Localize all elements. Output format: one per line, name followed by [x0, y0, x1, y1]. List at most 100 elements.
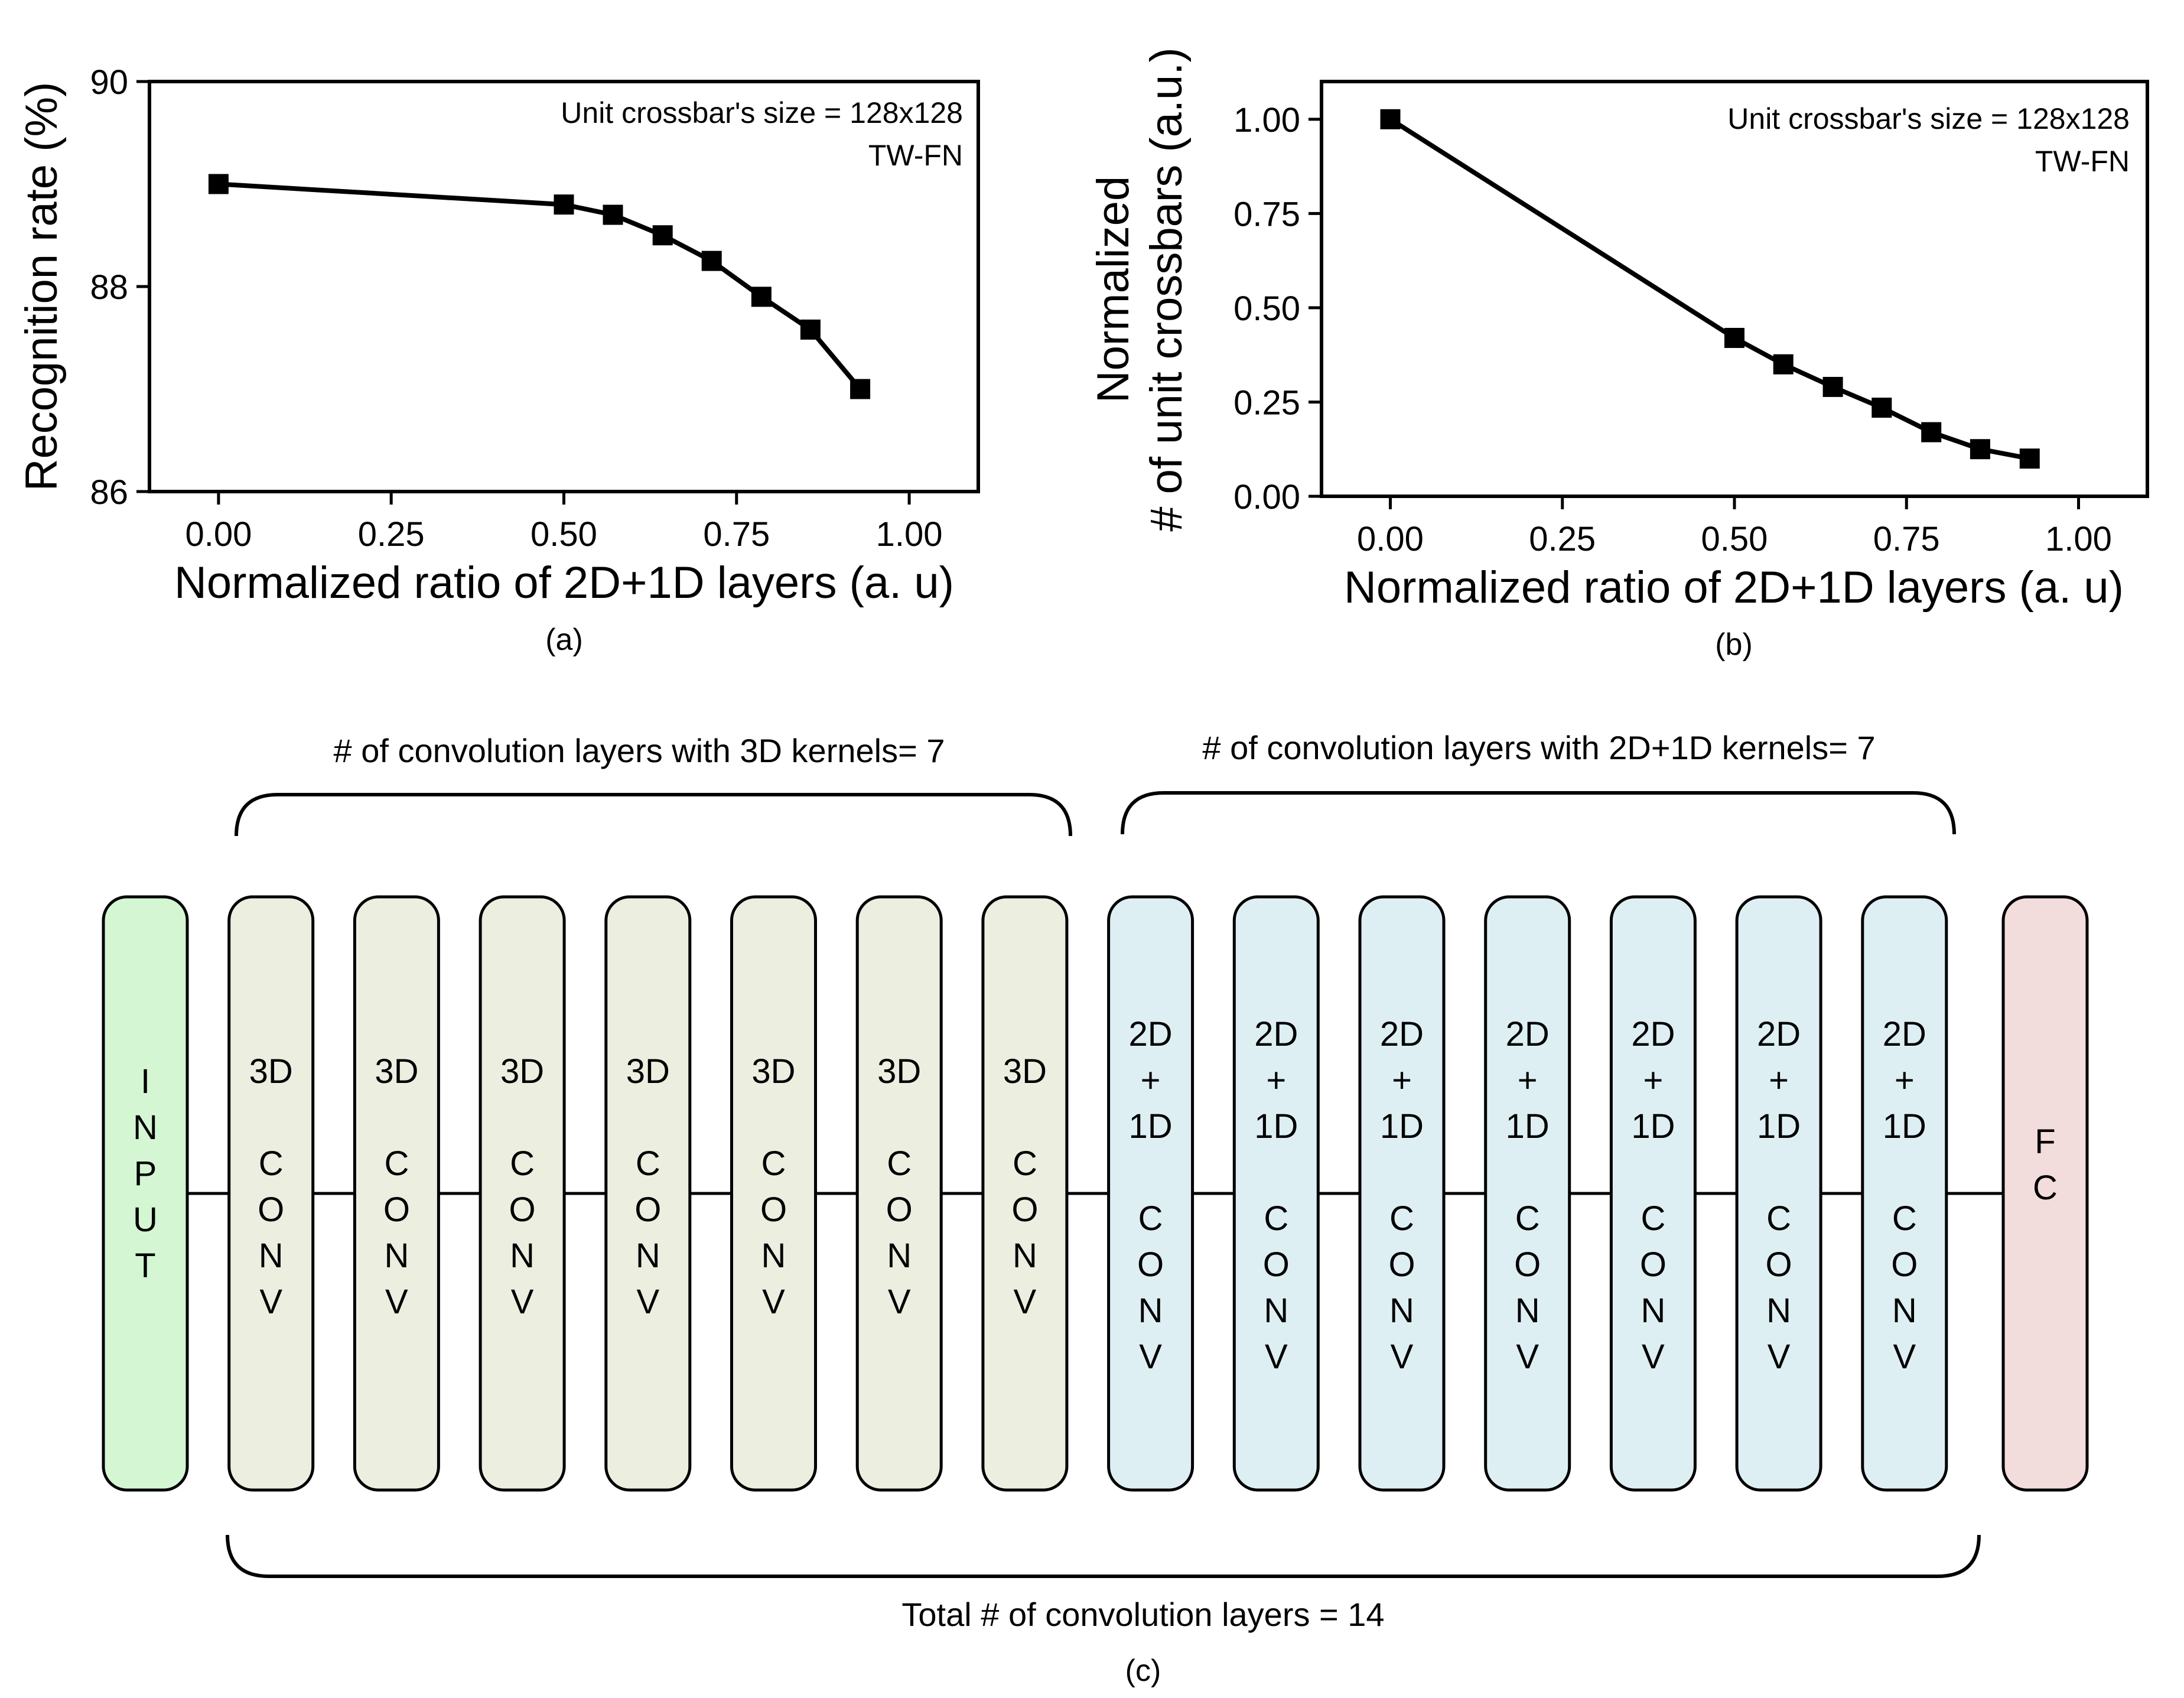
chart-b-data-point: [1970, 439, 1990, 460]
chart-b-ytick-label: 0.75: [1233, 195, 1300, 233]
chart-a-data-point: [850, 379, 871, 399]
block-conv2d1d-text: V: [1265, 1338, 1288, 1376]
chart-a-xlabel: Normalized ratio of 2D+1D layers (a. u): [174, 558, 954, 608]
block-conv2d1d-text: C: [1766, 1199, 1791, 1238]
chart-a-panel-label: (a): [545, 623, 583, 657]
block-conv2d1d-text: V: [1516, 1338, 1539, 1376]
block-fc: FC: [2001, 895, 2089, 1492]
block-conv2d1d-box: [1107, 895, 1194, 1492]
block-conv2d1d-box: [1484, 895, 1571, 1492]
block-conv3d-box: [227, 895, 315, 1492]
block-conv3d-text: N: [636, 1237, 660, 1275]
block-conv3d-text: C: [259, 1144, 284, 1183]
block-conv2d1d-text: O: [1766, 1245, 1792, 1284]
block-input-text: T: [135, 1247, 155, 1285]
chart-b-data-point: [1380, 109, 1401, 129]
chart-a-frame: [148, 80, 980, 493]
chart-b-data-point: [1724, 327, 1744, 348]
chart-b-series-line: [1389, 117, 2030, 461]
block-input-text: N: [133, 1108, 158, 1147]
chart-a-data-point: [208, 174, 229, 194]
chart-a-ytick-label: 90: [90, 63, 128, 102]
chart-a-ytick-label: 88: [90, 268, 128, 307]
brace-total-bottom: [226, 1534, 1981, 1578]
block-conv2d1d-text: C: [1515, 1199, 1540, 1238]
block-conv2d1d-text: V: [1768, 1338, 1791, 1376]
block-conv3d-text: O: [760, 1190, 787, 1229]
block-conv2d1d-text: O: [1891, 1245, 1918, 1284]
chart-a-xtick-label: 0.50: [530, 515, 597, 554]
chart-b-ylabel-line2: # of unit crossbars (a.u.): [1141, 47, 1192, 531]
block-conv2d1d-text: 2D: [1883, 1015, 1926, 1053]
chart-b-ytick-label: 0.25: [1233, 383, 1300, 422]
block-conv2d1d-text: +: [1392, 1061, 1412, 1100]
block-conv2d1d-text: N: [1641, 1292, 1665, 1330]
chart-b-data-point: [1822, 376, 1843, 397]
block-conv3d-text: N: [384, 1237, 409, 1275]
block-conv3d-text: V: [511, 1283, 534, 1321]
block-conv2d1d-text: N: [1515, 1292, 1540, 1330]
chart-b-xtick-label: 0.50: [1701, 520, 1768, 558]
block-conv2d1d-text: 1D: [1254, 1107, 1298, 1146]
block-conv3d-text: N: [259, 1237, 284, 1275]
block-input-text: P: [134, 1154, 157, 1193]
block-fc-text: F: [2035, 1123, 2055, 1161]
chart-b: 0.00 0.25 0.50 0.75 1.00 0.00 0.25 0.50 0.75 1.0…: [1088, 47, 2149, 662]
chart-a-data-point: [554, 194, 574, 215]
network-diagram: # of convolution layers with 3D kernels=…: [102, 729, 2089, 1688]
block-conv3d-text: C: [761, 1144, 786, 1183]
block-conv3d-text: O: [1011, 1190, 1038, 1229]
block-conv2d1d-text: +: [1266, 1061, 1286, 1100]
block-conv3d-text: V: [636, 1283, 659, 1321]
chart-a-annotation-line1: Unit crossbar's size = 128x128: [561, 96, 963, 129]
chart-b-annotation-line2: TW-FN: [2035, 145, 2130, 178]
block-conv2d1d-text: C: [1264, 1199, 1288, 1238]
block-conv3d-text: V: [888, 1283, 911, 1321]
chart-b-ylabel-line1: Normalized: [1088, 176, 1138, 403]
block-conv3d-text: 3D: [249, 1052, 293, 1091]
block-conv3d-text: O: [258, 1190, 284, 1229]
block-input-box: [102, 895, 189, 1492]
block-conv3d-text: 3D: [375, 1052, 418, 1091]
block-conv3d-text: 3D: [877, 1052, 921, 1091]
block-conv3d-text: O: [509, 1190, 536, 1229]
block-conv2d1d-text: O: [1137, 1245, 1164, 1284]
total-layers-label: Total # of convolution layers = 14: [901, 1596, 1384, 1633]
block-conv2d1d-text: N: [1264, 1292, 1288, 1330]
block-conv2d1d-text: C: [1389, 1199, 1414, 1238]
block-conv3d-text: 3D: [500, 1052, 544, 1091]
chart-a-annotation-line2: TW-FN: [868, 139, 963, 172]
chart-a-xtick-label: 1.00: [876, 515, 943, 554]
block-conv2d1d-text: +: [1895, 1061, 1915, 1100]
block-conv3d-box: [981, 895, 1069, 1492]
block-conv2d1d-text: O: [1640, 1245, 1667, 1284]
block-conv2d1d-text: N: [1389, 1292, 1414, 1330]
chart-b-xtick-label: 1.00: [2045, 520, 2112, 558]
block-conv3d-text: C: [510, 1144, 535, 1183]
block-conv3d-text: N: [1013, 1237, 1037, 1275]
brace-3d-label: # of convolution layers with 3D kernels=…: [334, 732, 945, 769]
block-conv3d-text: N: [887, 1237, 912, 1275]
block-conv2d1d-text: N: [1138, 1292, 1163, 1330]
block-conv2d1d-text: 1D: [1380, 1107, 1424, 1146]
block-conv3d-text: N: [510, 1237, 535, 1275]
brace-2d1d-label: # of convolution layers with 2D+1D kerne…: [1202, 729, 1875, 766]
chart-a-xtick-label: 0.75: [703, 515, 770, 554]
chart-b-data-point: [1871, 398, 1892, 418]
block-conv3d-text: O: [634, 1190, 661, 1229]
block-conv2d1d-text: O: [1514, 1245, 1541, 1284]
block-conv3d-text: O: [383, 1190, 410, 1229]
block-conv3d-box: [479, 895, 566, 1492]
brace-2d1d-top: [1121, 791, 1956, 835]
chart-b-data-point: [1921, 422, 1942, 443]
block-conv2d1d-text: 2D: [1506, 1015, 1550, 1053]
